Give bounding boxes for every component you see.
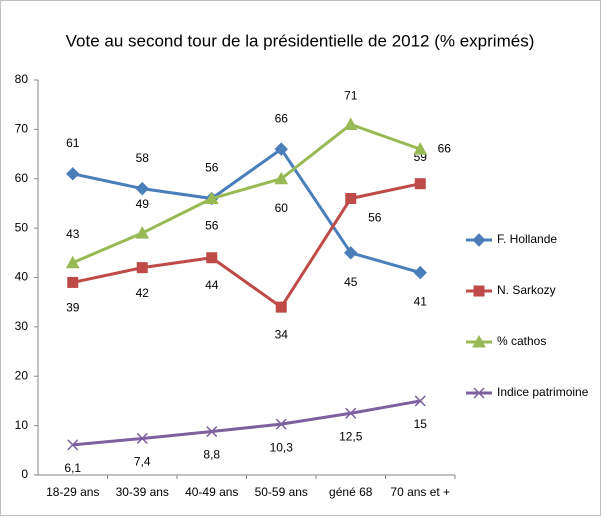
data-label: 60 (275, 201, 289, 215)
data-label: 42 (136, 286, 150, 300)
data-point (274, 142, 288, 156)
data-point (414, 178, 426, 190)
data-label: 15 (414, 417, 428, 431)
y-tick-label: 20 (15, 368, 29, 382)
data-point (65, 255, 80, 269)
data-point (413, 265, 427, 280)
data-point (135, 181, 149, 196)
legend-label: N. Sarkozy (497, 283, 556, 297)
data-point (67, 439, 79, 451)
y-tick-label: 40 (15, 270, 29, 284)
data-point (274, 171, 289, 185)
data-label: 41 (414, 295, 428, 309)
data-point (275, 301, 287, 313)
data-label: 56 (205, 161, 219, 175)
data-label: 7,4 (134, 455, 151, 469)
x-tick-label: 40-49 ans (185, 485, 238, 499)
data-label: 12,5 (339, 429, 363, 443)
legend-marker (473, 387, 485, 399)
data-label: 58 (136, 151, 150, 165)
data-point (275, 418, 287, 430)
data-label: 34 (275, 327, 289, 341)
data-label: 44 (205, 278, 219, 292)
data-point (413, 142, 428, 155)
x-tick-label: 70 ans et + (390, 485, 450, 499)
y-tick-label: 30 (15, 319, 29, 333)
data-label: 49 (136, 197, 150, 211)
data-label: 45 (344, 275, 358, 289)
data-point (345, 193, 357, 204)
data-label: 56 (368, 211, 382, 225)
data-point (66, 167, 80, 181)
series-line (72, 182, 421, 310)
data-point (206, 252, 218, 264)
data-label: 66 (438, 141, 452, 155)
y-tick-label: 10 (15, 418, 29, 432)
y-tick-label: 70 (15, 122, 29, 136)
legend-marker (472, 233, 486, 247)
y-tick-label: 80 (15, 72, 29, 86)
x-tick-label: 18-29 ans (46, 485, 99, 499)
data-point (135, 226, 150, 239)
y-tick-label: 50 (15, 220, 29, 234)
legend-marker (472, 334, 486, 348)
legend-label: Indice patrimoine (497, 385, 589, 399)
data-point (343, 117, 358, 130)
series-line (72, 399, 421, 447)
data-label: 61 (66, 136, 80, 150)
data-label: 43 (66, 227, 80, 241)
legend-marker (473, 285, 485, 297)
x-tick-label: géné 68 (329, 485, 373, 499)
legend-label: % cathos (497, 334, 546, 348)
data-point (204, 191, 219, 204)
legend-label: F. Hollande (497, 232, 557, 246)
data-label: 6,1 (64, 461, 81, 475)
data-point (414, 395, 426, 407)
data-point (206, 426, 218, 438)
data-point (67, 276, 79, 288)
y-tick-label: 60 (15, 171, 29, 185)
series-line (72, 147, 421, 275)
data-label: 66 (275, 111, 289, 125)
data-label: 39 (66, 301, 80, 315)
data-label: 8,8 (203, 448, 220, 462)
data-point (136, 432, 148, 444)
x-tick-label: 30-39 ans (116, 485, 169, 499)
data-point (136, 262, 148, 274)
series-line (72, 122, 421, 265)
data-point (345, 407, 357, 419)
data-label: 10,3 (270, 440, 294, 454)
data-point (344, 246, 358, 260)
data-label: 71 (344, 89, 358, 103)
x-tick-label: 50-59 ans (255, 485, 308, 499)
y-tick-label: 0 (21, 467, 28, 481)
data-label: 56 (205, 219, 219, 233)
chart-title: Vote au second tour de la présidentielle… (66, 31, 535, 50)
